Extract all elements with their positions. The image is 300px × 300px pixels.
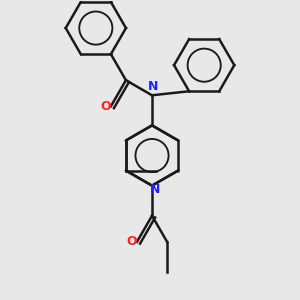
Text: N: N: [148, 80, 159, 92]
Text: O: O: [100, 100, 111, 113]
Text: O: O: [126, 235, 137, 248]
Text: N: N: [150, 183, 160, 196]
